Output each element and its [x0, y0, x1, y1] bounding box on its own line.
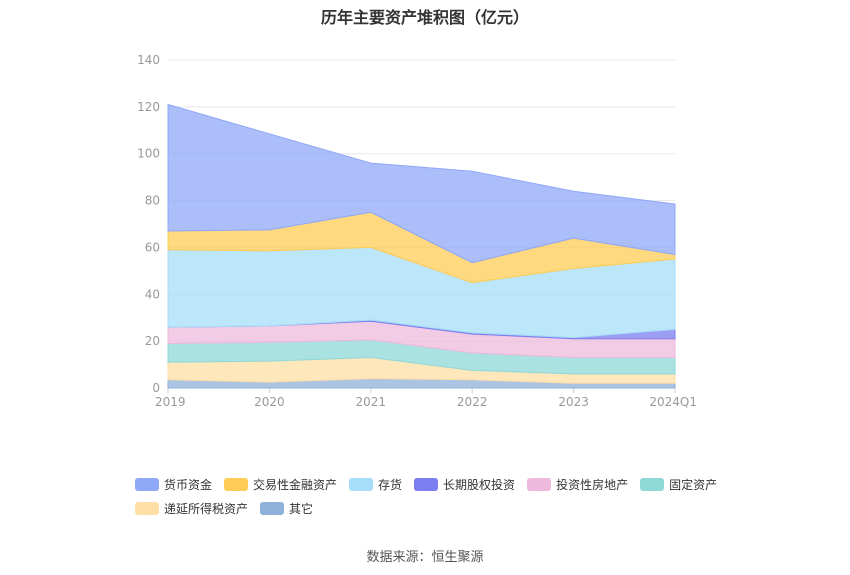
legend-item[interactable]: 交易性金融资产 [224, 472, 337, 496]
y-tick-label: 20 [145, 334, 160, 348]
y-tick-label: 60 [145, 240, 160, 254]
x-axis: 2019 2020 2021 2022 2023 2024Q1 [155, 388, 697, 409]
x-tick-label: 2021 [356, 395, 387, 409]
legend-swatch [414, 477, 439, 491]
y-tick-label: 40 [145, 287, 160, 301]
legend-item[interactable]: 递延所得税资产 [135, 496, 248, 520]
y-tick-label: 140 [137, 53, 160, 67]
x-tick-label: 2023 [558, 395, 589, 409]
y-tick-label: 80 [145, 194, 160, 208]
legend-item[interactable]: 长期股权投资 [414, 472, 515, 496]
area-货币资金 [167, 103, 676, 264]
legend-label: 交易性金融资产 [253, 477, 338, 492]
legend-item[interactable]: 投资性房地产 [527, 472, 628, 496]
y-tick-label: 100 [137, 147, 160, 161]
y-tick-label: 0 [152, 381, 160, 395]
legend-label: 货币资金 [164, 477, 213, 492]
chart-title: 历年主要资产堆积图（亿元） [320, 8, 529, 27]
legend-swatch [135, 501, 159, 515]
legend-label: 其它 [289, 501, 314, 516]
x-tick-label: 2020 [254, 395, 285, 409]
y-tick-label: 120 [137, 100, 160, 114]
legend: 货币资金 交易性金融资产 存货 长期股权投资 投资性房地产 固定资产递延所得税资产 其它 [135, 472, 735, 520]
legend-item[interactable]: 固定资产 [640, 472, 717, 496]
legend-label: 存货 [378, 477, 403, 492]
legend-item[interactable]: 其它 [260, 496, 313, 520]
legend-label: 递延所得税资产 [164, 501, 249, 516]
legend-label: 投资性房地产 [556, 477, 629, 492]
x-tick-label: 2019 [155, 395, 186, 409]
legend-label: 长期股权投资 [443, 477, 516, 492]
legend-item[interactable]: 存货 [349, 472, 402, 496]
legend-swatch [349, 477, 374, 491]
legend-item[interactable]: 货币资金 [135, 472, 212, 496]
data-source: 数据来源：恒生聚源 [366, 550, 484, 565]
legend-swatch [135, 477, 159, 491]
area-series [167, 103, 676, 389]
legend-swatch [224, 477, 249, 491]
legend-swatch [640, 477, 665, 491]
x-tick-label: 2024Q1 [649, 395, 697, 409]
legend-label: 固定资产 [669, 477, 718, 492]
legend-swatch [527, 477, 552, 491]
x-tick-label: 2022 [457, 395, 488, 409]
legend-swatch [260, 501, 285, 515]
y-axis: 0 20 40 60 80 100 120 140 [137, 53, 160, 395]
